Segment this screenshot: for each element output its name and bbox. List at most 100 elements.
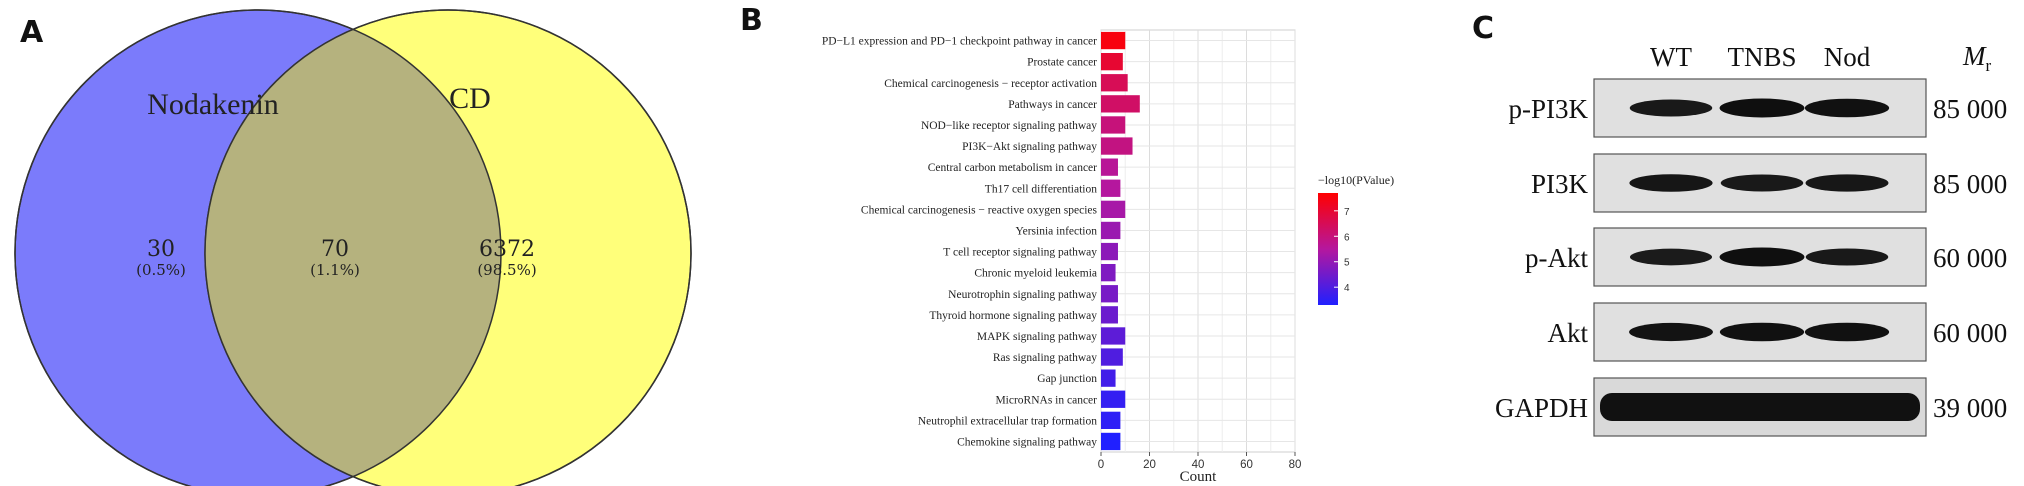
category-label: MicroRNAs in cancer: [995, 394, 1097, 406]
x-tick-label: 60: [1240, 459, 1253, 471]
category-label: Ras signaling pathway: [993, 352, 1097, 364]
x-axis-title: Count: [1180, 469, 1218, 485]
panel-letter-b: B: [740, 3, 763, 38]
category-label: Pathways in cancer: [1008, 99, 1097, 111]
category-label: Thyroid hormone signaling pathway: [929, 310, 1097, 322]
x-tick-label: 40: [1192, 459, 1205, 471]
mr-value: 85 000: [1933, 94, 2007, 124]
category-label: Gap junction: [1037, 373, 1097, 385]
blot-row: PI3K 85 000: [1531, 153, 2007, 213]
lane-labels: WT TNBS Nod: [1650, 42, 1871, 72]
mr-label: Mr: [1962, 41, 1992, 75]
panel-a: A Nodakenin CD 30 (0.5%) 70 (1.1%) 6372 …: [14, 9, 692, 486]
venn-left-count: 30: [147, 237, 175, 262]
category-label: MAPK signaling pathway: [977, 331, 1097, 343]
category-label: Neutrophil extracellular trap formation: [918, 415, 1097, 427]
category-label: Neurotrophin signaling pathway: [948, 289, 1097, 301]
blot-row: Akt 60 000: [1548, 302, 2007, 362]
bar: [1101, 137, 1133, 155]
legend-tick-label: 7: [1344, 207, 1350, 218]
category-label: Yersinia infection: [1015, 225, 1097, 237]
legend-tick-label: 5: [1344, 258, 1350, 269]
bar: [1101, 348, 1123, 366]
protein-label: GAPDH: [1495, 393, 1588, 423]
bar: [1101, 285, 1118, 303]
band: [1805, 248, 1889, 266]
venn-overlap: [205, 10, 501, 486]
venn-overlap-pct: (1.1%): [310, 261, 360, 279]
band: [1719, 98, 1805, 118]
lane-label: TNBS: [1727, 42, 1796, 72]
band: [1719, 247, 1805, 267]
category-label: Central carbon metabolism in cancer: [928, 162, 1097, 174]
band: [1804, 98, 1890, 118]
category-label: NOD−like receptor signaling pathway: [921, 120, 1097, 132]
x-tick-label: 80: [1289, 459, 1302, 471]
blot-row: p-PI3K 85 000: [1509, 78, 2007, 138]
band: [1629, 322, 1713, 342]
blot-rows: p-PI3K 85 000 PI3K 85 000 p-Akt 60 000 Akt 60 0…: [1495, 78, 2007, 437]
bar: [1101, 52, 1123, 71]
bar: [1101, 411, 1121, 430]
venn-right-count: 6372: [479, 237, 535, 262]
category-label: Th17 cell differentiation: [985, 183, 1097, 195]
category-label: T cell receptor signaling pathway: [943, 247, 1097, 259]
band: [1600, 393, 1920, 421]
bar: [1101, 31, 1126, 50]
bar: [1101, 242, 1118, 261]
bar: [1101, 74, 1128, 92]
band: [1720, 174, 1804, 192]
mr-value: 60 000: [1933, 243, 2007, 273]
mr-value: 39 000: [1933, 393, 2007, 423]
protein-label: PI3K: [1531, 169, 1589, 199]
bar: [1101, 179, 1121, 197]
category-label: PI3K−Akt signaling pathway: [962, 141, 1097, 153]
bar-group: [1101, 31, 1140, 451]
x-tick-label: 0: [1098, 459, 1104, 471]
panel-c: C WT TNBS Nod Mr p-PI3K 85 000 PI3K 85 000 p-A…: [1472, 11, 2007, 437]
bar: [1101, 390, 1126, 408]
category-label: Chemical carcinogenesis − receptor activ…: [884, 78, 1097, 90]
lane-label: Nod: [1824, 42, 1871, 72]
venn-right-pct: (98.5%): [477, 261, 536, 279]
bar: [1101, 200, 1126, 219]
bar: [1101, 221, 1121, 240]
panel-letter-a: A: [20, 15, 44, 50]
bar: [1101, 263, 1116, 282]
mr-value: 85 000: [1933, 169, 2007, 199]
protein-label: p-PI3K: [1509, 94, 1589, 124]
legend-colorbar: [1318, 193, 1338, 305]
panel-letter-c: C: [1472, 11, 1494, 46]
x-axis-ticks: 0 20 40 60 80: [1098, 452, 1302, 471]
band: [1629, 174, 1713, 192]
category-label: Chronic myeloid leukemia: [974, 268, 1097, 280]
band: [1719, 322, 1805, 342]
bar: [1101, 306, 1118, 324]
x-tick-label: 20: [1143, 459, 1156, 471]
blot-row: GAPDH 39 000: [1495, 377, 2007, 437]
venn-left-name: Nodakenin: [147, 88, 279, 121]
venn-overlap-count: 70: [321, 237, 349, 262]
mr-value: 60 000: [1933, 318, 2007, 348]
legend-tick-label: 6: [1344, 232, 1350, 243]
venn-outline-left: [14, 9, 502, 486]
protein-label: p-Akt: [1525, 243, 1588, 273]
protein-label: Akt: [1548, 318, 1589, 348]
lane-label: WT: [1650, 42, 1692, 72]
band: [1629, 248, 1713, 266]
category-label: PD−L1 expression and PD−1 checkpoint pat…: [822, 36, 1097, 48]
panel-b: B PD−L1 expression and PD−1 checkpoint p…: [740, 3, 1394, 485]
bar: [1101, 432, 1121, 451]
legend-ticks: 7 6 5 4: [1334, 207, 1350, 294]
venn-outline-right: [204, 9, 692, 486]
bar: [1101, 369, 1116, 387]
bar: [1101, 116, 1126, 134]
band: [1804, 322, 1890, 342]
category-label: Chemical carcinogenesis − reactive oxyge…: [861, 204, 1098, 216]
bar: [1101, 327, 1126, 345]
band: [1805, 174, 1889, 192]
category-labels: PD−L1 expression and PD−1 checkpoint pat…: [822, 36, 1098, 449]
venn-right-name: CD: [449, 82, 491, 115]
category-label: Prostate cancer: [1027, 57, 1097, 69]
